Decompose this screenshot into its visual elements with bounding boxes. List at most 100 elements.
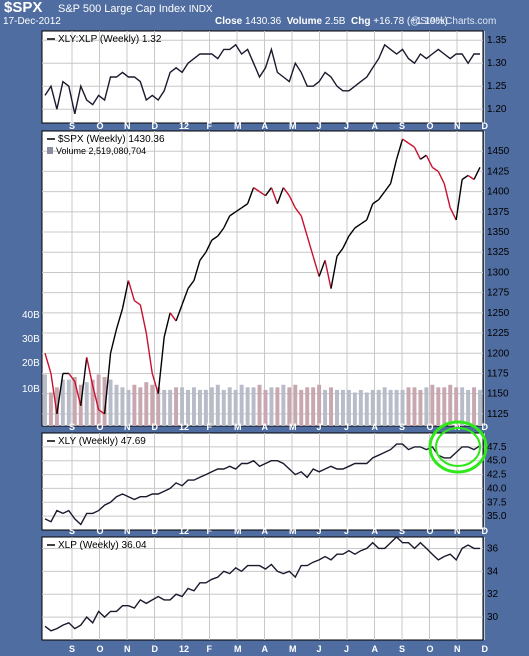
price-segment	[294, 207, 302, 217]
volume-tick-label: 40B	[22, 310, 40, 321]
price-segment	[300, 215, 308, 237]
volume-bar	[466, 389, 471, 426]
volume-bar	[358, 389, 363, 426]
x-tick-label: N	[454, 121, 461, 131]
price-segment	[74, 381, 82, 406]
price-segment	[324, 260, 332, 289]
volume-bar	[120, 387, 125, 426]
x-tick-label: S	[399, 526, 405, 536]
price-segment	[259, 191, 266, 197]
volume-bar	[448, 384, 453, 426]
x-tick-label: N	[454, 422, 461, 432]
price-segment	[133, 300, 141, 306]
x-tick-label: D	[152, 121, 159, 131]
y-tick-label: 1175	[487, 368, 509, 379]
volume-tick-label: 20B	[22, 358, 40, 369]
volume-swatch	[47, 147, 53, 154]
x-tick-label: D	[482, 121, 489, 131]
x-tick-label: F	[207, 121, 213, 131]
panel-0: 1.20 1.25 1.30 1.35 XLY:XLP (Weekly) 1.32	[41, 30, 507, 124]
x-tick-label: D	[152, 526, 159, 536]
volume-bar	[317, 384, 322, 426]
volume-bar	[436, 387, 441, 426]
x-tick-label: M	[289, 422, 297, 432]
price-segment	[241, 203, 248, 209]
y-tick-label: 34	[487, 566, 499, 577]
x-tick-label: M	[234, 526, 242, 536]
price-segment	[336, 247, 344, 257]
highlight-circle-outer	[428, 420, 488, 474]
volume-bar	[370, 389, 375, 426]
price-segment	[282, 187, 290, 197]
y-tick-label: 1425	[487, 166, 510, 177]
price-segment	[366, 203, 374, 221]
y-tick-label: 35.0	[487, 511, 507, 522]
volume-bar	[233, 389, 238, 426]
x-tick-label: F	[207, 526, 213, 536]
price-segment	[56, 373, 64, 414]
volume-bar	[126, 389, 131, 426]
y-tick-label: 1250	[487, 308, 510, 319]
price-segment	[199, 251, 207, 261]
y-tick-label: 1375	[487, 207, 510, 218]
y-tick-label: 37.5	[487, 497, 507, 508]
x-tick-label: D	[152, 644, 159, 654]
price-segment	[389, 159, 398, 184]
y-tick-label: 1350	[487, 227, 510, 238]
x-tick-label: M	[289, 526, 297, 536]
volume-bar	[84, 382, 89, 426]
volume-bar	[382, 387, 387, 426]
x-tick-label: N	[124, 526, 131, 536]
x-tick-label: N	[124, 121, 131, 131]
x-tick-label: J	[317, 422, 322, 432]
volume-bar	[412, 387, 417, 426]
volume-bar	[174, 387, 179, 426]
volume-bar	[460, 387, 465, 426]
volume-bar	[209, 387, 214, 426]
volume-tick-label: 10B	[22, 384, 40, 395]
panel-label: $SPX (Weekly) 1430.36	[58, 134, 165, 145]
x-tick-label: 12	[179, 422, 189, 432]
x-tick-label: J	[344, 526, 349, 536]
index-full-name: S&P 500 Large Cap Index	[58, 3, 186, 15]
y-tick-label: 1.25	[487, 81, 507, 92]
x-tick-label: F	[207, 644, 213, 654]
volume-bar	[239, 384, 244, 426]
x-tick-label: O	[427, 121, 434, 131]
x-tick-label: D	[152, 422, 159, 432]
price-segment	[425, 154, 433, 168]
y-tick-label: 30	[487, 612, 499, 623]
volume-bar	[66, 379, 71, 426]
panel-legend: XLY (Weekly) 47.69	[47, 436, 146, 447]
x-tick-label: M	[234, 121, 242, 131]
price-segment	[91, 385, 100, 411]
x-tick-label: F	[207, 422, 213, 432]
volume-bar	[114, 384, 119, 426]
volume-bar	[197, 389, 202, 426]
price-segment	[264, 187, 273, 197]
exchange-code: INDX	[188, 4, 213, 15]
price-segment	[253, 186, 260, 193]
volume-bar	[245, 387, 250, 426]
price-segment	[121, 280, 130, 309]
volume-bar	[293, 384, 298, 426]
y-tick-label: 32	[487, 589, 499, 600]
y-tick-label: 1125	[487, 409, 509, 420]
ticker-symbol: $SPX	[4, 0, 43, 16]
x-tick-label: N	[454, 526, 461, 536]
price-segment	[443, 183, 451, 208]
volume-bar	[54, 387, 59, 426]
highlight-circle-inner	[435, 427, 481, 467]
price-segment	[235, 207, 243, 213]
price-segment	[372, 199, 380, 205]
price-segment	[378, 191, 386, 201]
x-tick-label: J	[317, 121, 322, 131]
x-tick-label: S	[69, 526, 75, 536]
panel-background	[41, 536, 484, 641]
y-tick-label: 1.30	[487, 58, 507, 69]
quote-date: 17-Dec-2012	[3, 16, 61, 27]
price-segment	[348, 227, 356, 237]
volume-bar	[454, 387, 459, 426]
price-segment	[395, 138, 404, 160]
